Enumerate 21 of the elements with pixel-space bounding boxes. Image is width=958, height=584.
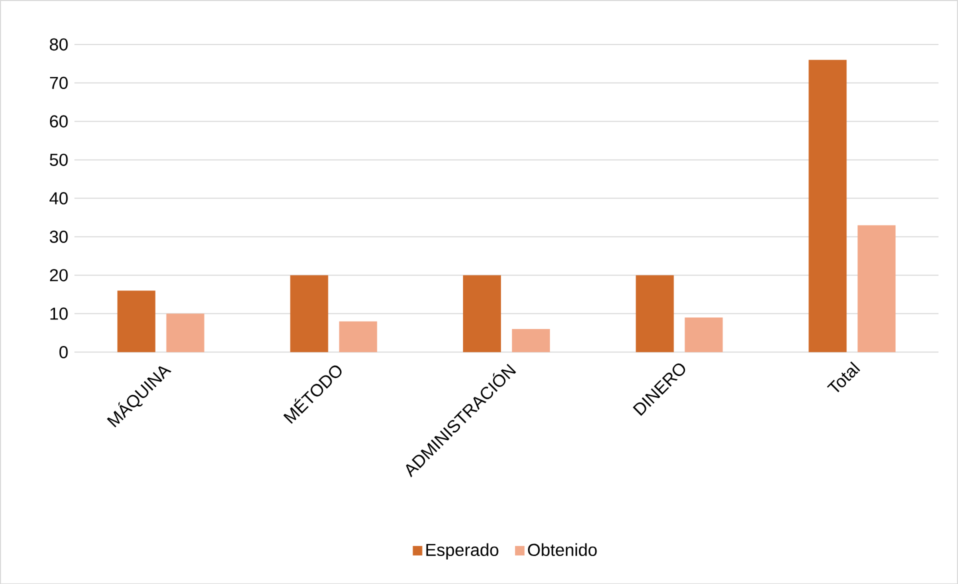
y-tick-label: 20 <box>50 268 68 282</box>
bar <box>339 321 378 352</box>
bar <box>808 60 847 352</box>
y-tick-label: 60 <box>50 115 68 128</box>
y-tick-label: 70 <box>50 76 68 89</box>
bar <box>290 275 328 352</box>
bar <box>858 225 896 352</box>
legend-label: Esperado <box>426 543 498 560</box>
bar <box>684 317 723 352</box>
bar <box>512 328 550 352</box>
y-tick-label: 10 <box>50 307 68 320</box>
bar <box>166 313 204 352</box>
bar <box>636 275 674 352</box>
y-tick-label: 40 <box>50 192 68 204</box>
y-tick-label: 0 <box>59 346 68 358</box>
y-tick-label: 50 <box>50 154 68 166</box>
bar <box>463 275 501 352</box>
bar <box>117 290 156 352</box>
y-tick-label: 30 <box>50 230 68 243</box>
legend-label: Obtenido <box>528 543 597 556</box>
y-tick-label: 80 <box>50 38 68 50</box>
